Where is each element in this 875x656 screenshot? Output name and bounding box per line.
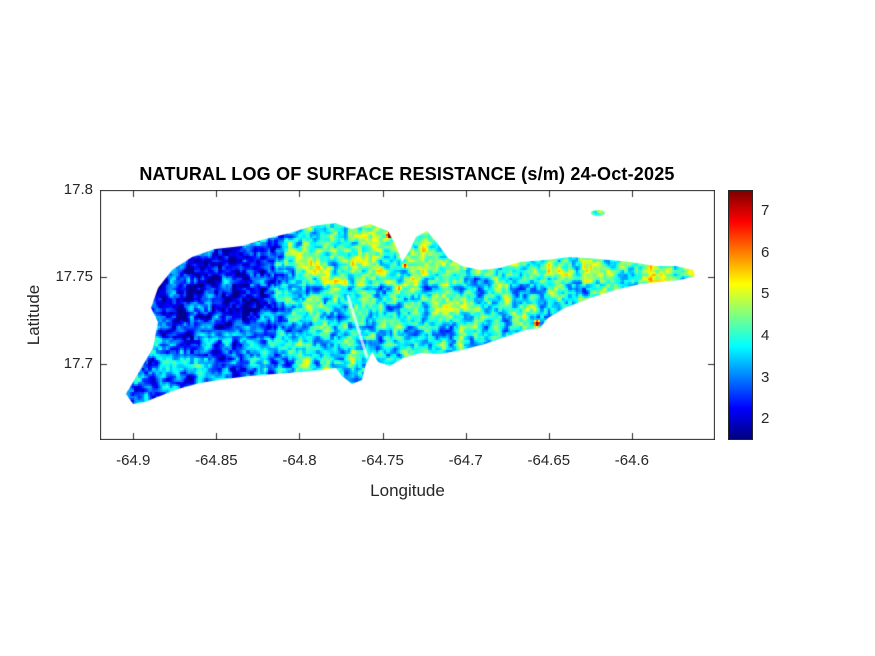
colorbar-tick-label: 6	[761, 243, 770, 261]
y-tick-label: 17.75	[55, 267, 93, 285]
colorbar-tick-label: 2	[761, 410, 770, 428]
island-heatmap-canvas	[100, 190, 715, 440]
x-axis-label: Longitude	[370, 481, 445, 500]
colorbar-tick-label: 4	[761, 326, 770, 344]
x-tick-label: -64.85	[195, 452, 238, 469]
colorbar	[728, 190, 753, 440]
x-tick-label: -64.6	[614, 452, 649, 469]
y-axis-label: Latitude	[24, 284, 43, 346]
x-tick-label: -64.9	[116, 452, 151, 469]
x-tick-label: -64.7	[448, 452, 483, 469]
plot-area	[100, 190, 715, 440]
x-tick-label: -64.65	[527, 452, 571, 469]
x-tick-label: -64.75	[361, 452, 404, 469]
colorbar-tick-label: 3	[761, 368, 770, 386]
y-tick-label: 17.7	[63, 354, 93, 372]
colorbar-tick-label: 7	[761, 201, 770, 219]
chart-title: NATURAL LOG OF SURFACE RESISTANCE (s/m) …	[139, 164, 675, 184]
colorbar-tick-label: 5	[761, 285, 770, 303]
y-tick-label: 17.8	[63, 181, 93, 198]
x-tick-label: -64.8	[282, 452, 317, 469]
